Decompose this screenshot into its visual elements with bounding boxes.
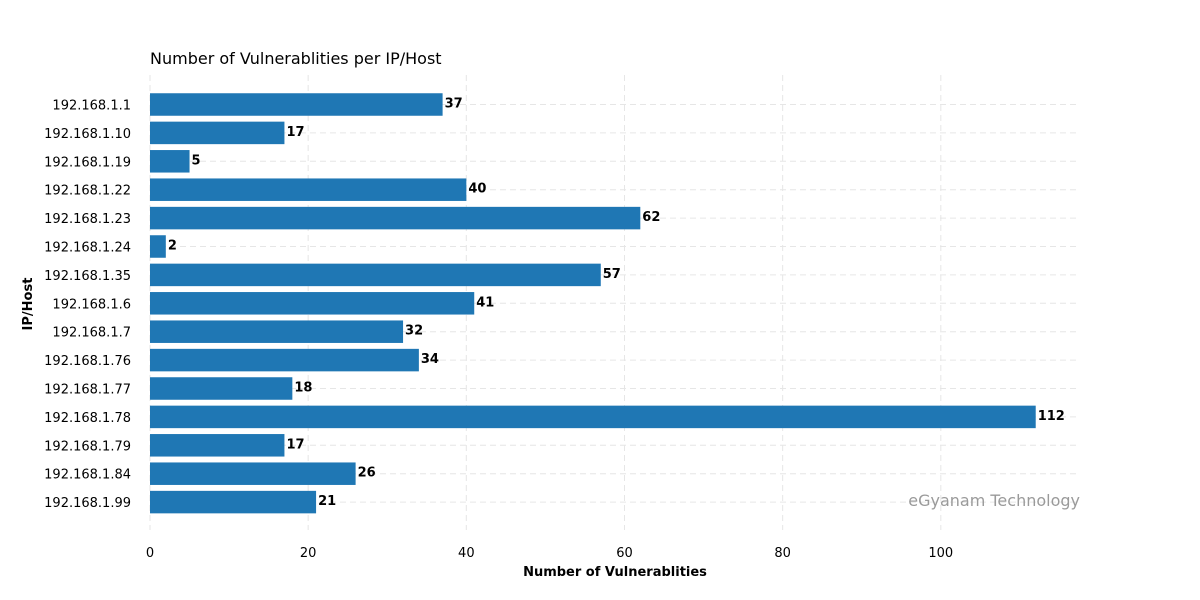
bar-value-label: 34 xyxy=(421,352,439,367)
label-layer: 37 17 5 40 62 2 57 41 32 34 18 112 17 26 21 xyxy=(168,97,1065,510)
bar-value-label: 40 xyxy=(468,182,486,197)
y-tick-label: 192.168.1.76 xyxy=(44,354,131,369)
bar-value-label: 32 xyxy=(405,324,423,339)
y-axis-title: IP/Host xyxy=(21,278,36,331)
chart-title: Number of Vulnerablities per IP/Host xyxy=(150,49,442,68)
y-tick-label: 192.168.1.99 xyxy=(44,496,131,511)
x-tick-label: 60 xyxy=(616,546,633,561)
y-tick-label: 192.168.1.24 xyxy=(44,241,131,256)
x-tick-label: 40 xyxy=(458,546,475,561)
bar xyxy=(150,462,356,485)
y-tick-label: 192.168.1.6 xyxy=(52,297,131,312)
watermark-text: eGyanam Technology xyxy=(908,491,1080,510)
y-tick-label: 192.168.1.84 xyxy=(44,468,131,483)
bar-value-label: 62 xyxy=(642,210,660,225)
y-tick-label: 192.168.1.10 xyxy=(44,127,131,142)
x-tick-labels: 0 20 40 60 80 100 xyxy=(146,546,953,561)
x-tick-label: 80 xyxy=(774,546,791,561)
x-tick-label: 20 xyxy=(300,546,317,561)
bar xyxy=(150,320,404,343)
y-tick-label: 192.168.1.79 xyxy=(44,439,131,454)
bar xyxy=(150,292,475,315)
x-tick-label: 100 xyxy=(928,546,953,561)
bar xyxy=(150,490,317,514)
bar-value-label: 57 xyxy=(603,267,621,282)
bar-value-label: 2 xyxy=(168,239,177,254)
bar xyxy=(150,405,1036,429)
y-tick-labels: 192.168.1.1 192.168.1.10 192.168.1.19 192.1… xyxy=(44,99,131,512)
bar-value-label: 26 xyxy=(358,466,376,481)
bar-layer xyxy=(150,93,1036,514)
y-tick-label: 192.168.1.23 xyxy=(44,212,131,227)
bar xyxy=(150,150,190,173)
y-tick-label: 192.168.1.77 xyxy=(44,383,131,398)
bar xyxy=(150,263,601,287)
bar xyxy=(150,377,293,400)
y-tick-label: 192.168.1.22 xyxy=(44,184,131,199)
bar-value-label: 41 xyxy=(476,295,494,310)
bar xyxy=(150,121,285,145)
bar-value-label: 5 xyxy=(192,153,201,168)
bar-value-label: 21 xyxy=(318,494,336,509)
x-tick-label: 0 xyxy=(146,546,154,561)
bar-value-label: 18 xyxy=(294,381,312,396)
y-tick-label: 192.168.1.1 xyxy=(52,99,131,114)
bar-value-label: 17 xyxy=(286,125,304,140)
bar-value-label: 37 xyxy=(445,97,463,112)
bar xyxy=(150,206,641,230)
y-tick-label: 192.168.1.35 xyxy=(44,269,131,284)
x-axis-title: Number of Vulnerablities xyxy=(523,565,707,580)
bar xyxy=(150,178,467,201)
y-tick-label: 192.168.1.78 xyxy=(44,411,131,426)
bar-value-label: 112 xyxy=(1038,409,1065,424)
bar-value-label: 17 xyxy=(286,437,304,452)
y-tick-label: 192.168.1.19 xyxy=(44,155,131,170)
y-tick-label: 192.168.1.7 xyxy=(52,326,131,341)
bar xyxy=(150,434,285,457)
bar xyxy=(150,348,419,372)
bar xyxy=(150,235,166,258)
bar xyxy=(150,93,443,116)
